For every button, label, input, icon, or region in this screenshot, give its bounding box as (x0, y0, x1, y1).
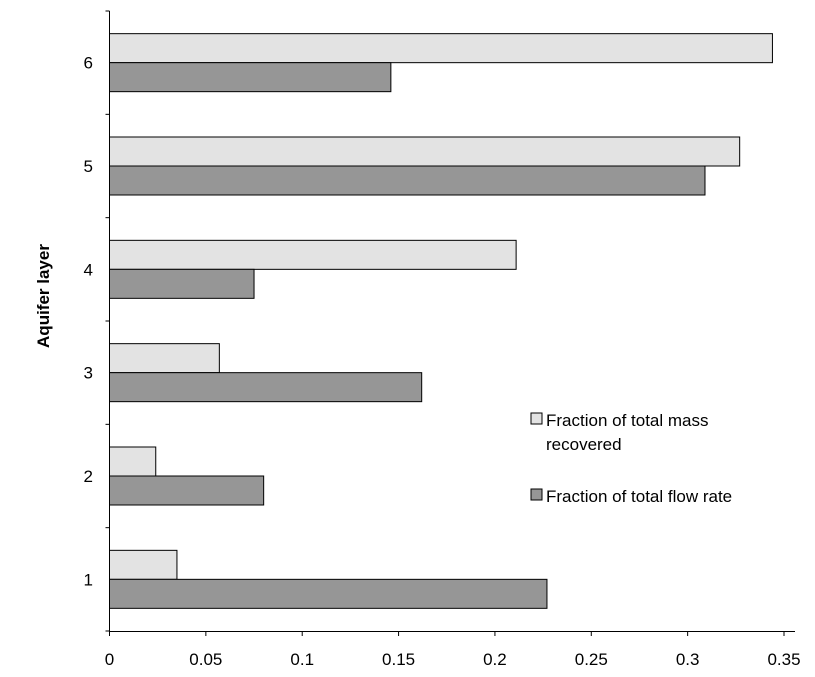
legend: Fraction of total mass recovered Fraction … (530, 411, 732, 506)
ticks: 1 2 3 4 5 6 0 0.05 0.1 0.15 0.2 0.25 0.3 0.35 (84, 10, 801, 669)
bar-series1-layer-4 (109, 239, 517, 270)
bar-series2-layer-1 (109, 578, 548, 609)
legend-swatch-series2 (530, 488, 543, 501)
y-axis-title: Aquifer layer (34, 244, 53, 348)
bars (109, 33, 773, 609)
x-tick-label-0: 0 (105, 650, 114, 669)
axes (109, 11, 795, 632)
x-tick-label-0.2: 0.2 (483, 650, 507, 669)
bar-series2-layer-3 (109, 372, 423, 403)
x-tick-label-0.15: 0.15 (382, 650, 415, 669)
x-tick-label-0.3: 0.3 (676, 650, 700, 669)
bar-series1-layer-6 (109, 33, 773, 64)
bar-series1-layer-1 (109, 549, 178, 580)
y-tick-label-2: 2 (84, 467, 93, 486)
legend-label-series1: Fraction of total mass (546, 411, 709, 430)
legend-swatch-series1 (530, 412, 543, 425)
y-tick-label-3: 3 (84, 364, 93, 383)
y-tick-label-4: 4 (84, 260, 93, 279)
bar-series2-layer-4 (109, 268, 255, 299)
x-tick-label-0.05: 0.05 (189, 650, 222, 669)
x-tick-label-0.25: 0.25 (575, 650, 608, 669)
legend-label-series2: Fraction of total flow rate (546, 487, 732, 506)
bar-series1-layer-2 (109, 446, 157, 477)
x-tick-label-0.1: 0.1 (290, 650, 314, 669)
x-tick-label-0.35: 0.35 (767, 650, 800, 669)
legend-label-series1: recovered (546, 435, 622, 454)
y-tick-label-5: 5 (84, 157, 93, 176)
bar-series2-layer-6 (109, 62, 392, 93)
y-tick-label-6: 6 (84, 54, 93, 73)
bar-series1-layer-5 (109, 136, 741, 167)
bar-series2-layer-2 (109, 475, 265, 506)
y-tick-label-1: 1 (84, 570, 93, 589)
bar-series1-layer-3 (109, 343, 220, 374)
bar-series2-layer-5 (109, 165, 706, 196)
